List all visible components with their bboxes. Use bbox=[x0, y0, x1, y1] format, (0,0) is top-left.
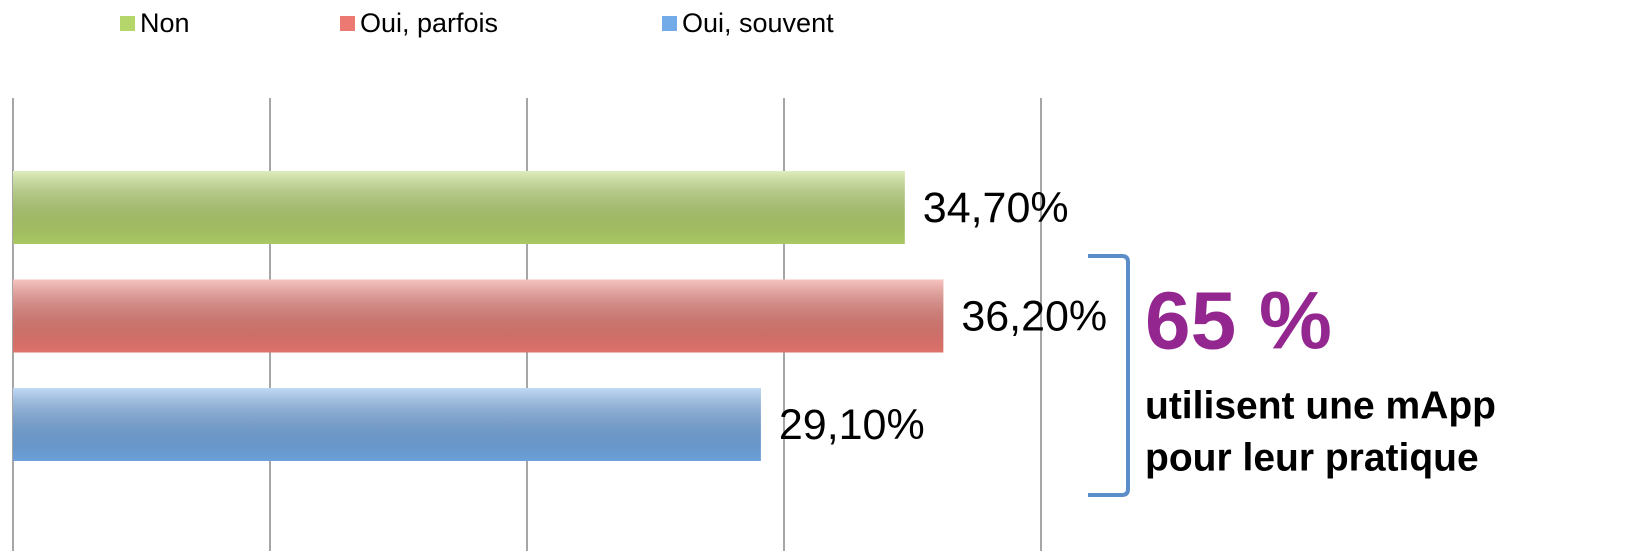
legend-swatch bbox=[662, 16, 677, 31]
legend-swatch bbox=[340, 16, 355, 31]
legend-label: Oui, parfois bbox=[360, 8, 498, 38]
legend-label: Non bbox=[140, 8, 190, 38]
bracket bbox=[1088, 254, 1130, 497]
value-label: 29,10% bbox=[779, 401, 925, 449]
value-label: 34,70% bbox=[923, 184, 1069, 232]
legend-swatch bbox=[120, 16, 135, 31]
annotation-text: pour leur pratique bbox=[1145, 436, 1479, 479]
bar-shine bbox=[13, 171, 905, 244]
bar-shine bbox=[13, 279, 944, 353]
value-label: 36,20% bbox=[961, 292, 1107, 340]
annotation-big: 65 % bbox=[1145, 276, 1332, 367]
legend-label: Oui, souvent bbox=[682, 8, 834, 38]
annotation-text: utilisent une mApp bbox=[1145, 384, 1496, 427]
bar-shine bbox=[13, 388, 761, 461]
